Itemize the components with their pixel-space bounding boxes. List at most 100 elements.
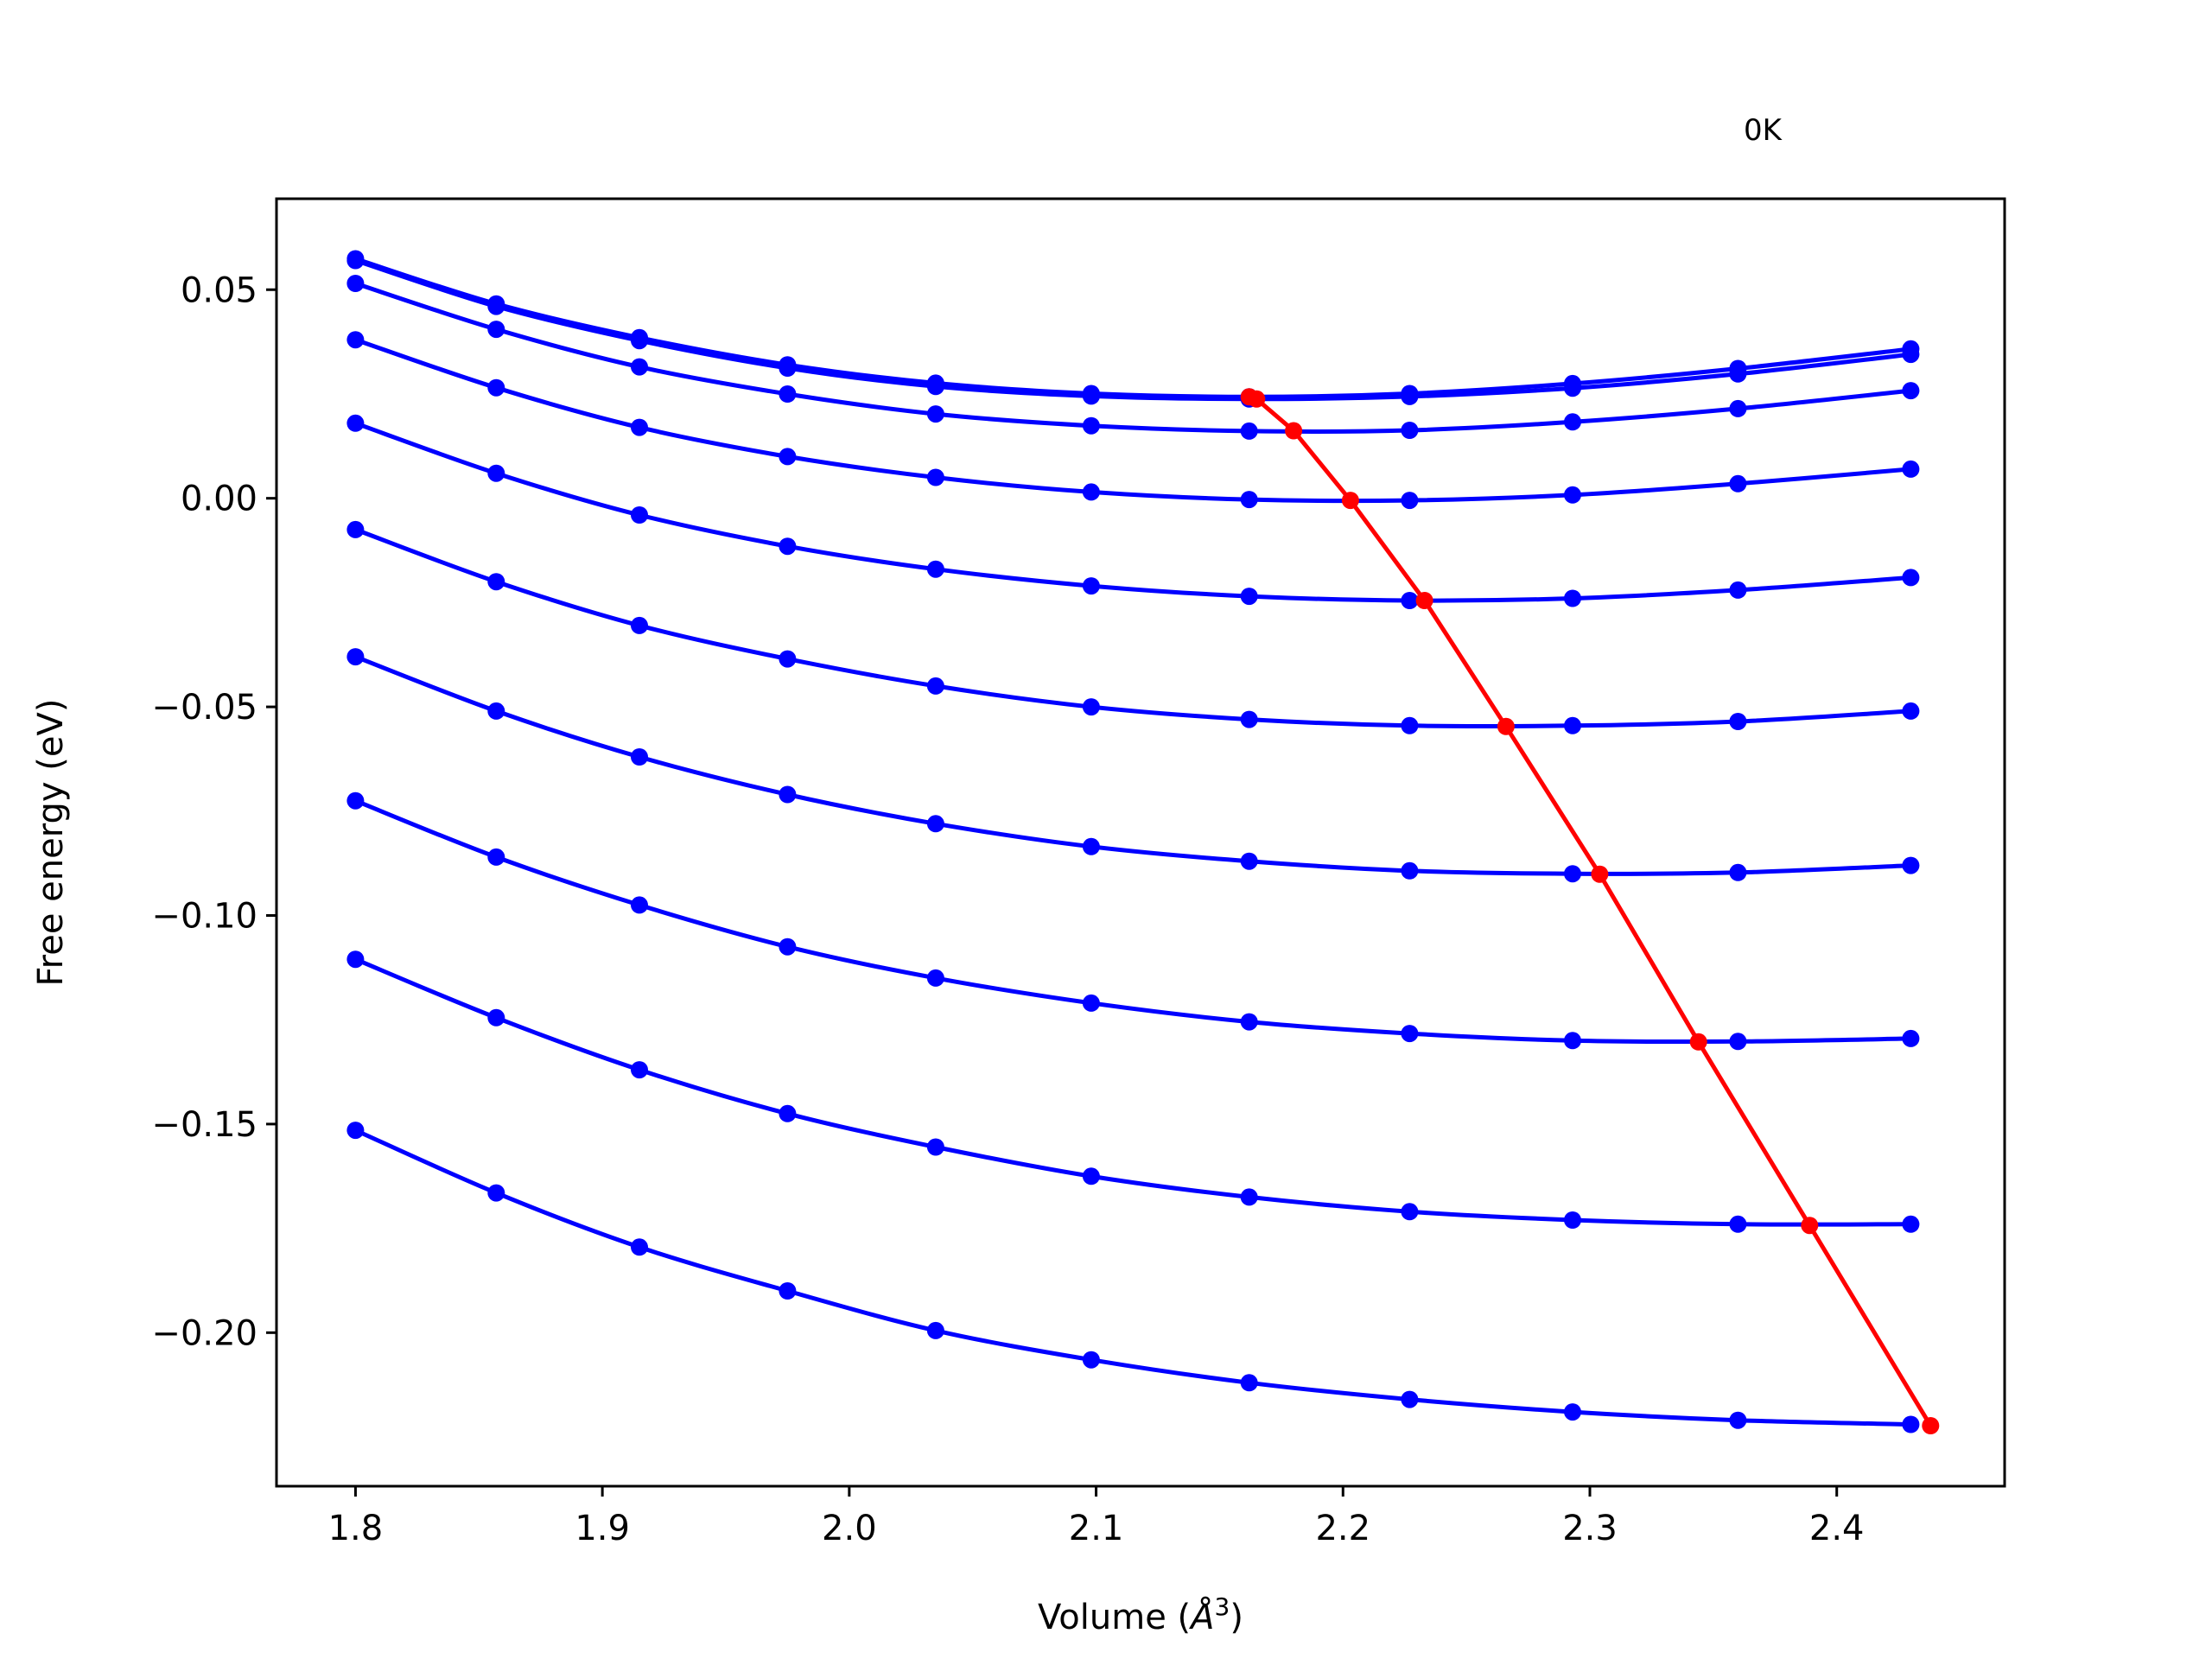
plot-frame: [275, 197, 2006, 1488]
data-point: [631, 332, 648, 350]
data-point: [1902, 1415, 1920, 1433]
data-point: [1401, 1203, 1419, 1221]
series-6: [346, 520, 1920, 734]
x-axis-ticks: 1.8 1.9 2.0 2.1 2.2 2.3 2.4: [328, 1486, 1865, 1548]
data-point: [926, 405, 944, 423]
data-point: [346, 414, 365, 432]
series-8: [346, 791, 1920, 1051]
x-tick-label: 2.4: [1809, 1509, 1865, 1548]
data-point: [1902, 569, 1920, 587]
data-point: [1401, 492, 1419, 510]
minimum-point: [1497, 717, 1515, 735]
data-point: [1401, 592, 1419, 609]
data-point: [1240, 588, 1258, 606]
data-point: [487, 464, 505, 482]
data-point: [1729, 1411, 1747, 1429]
data-point: [1564, 716, 1581, 734]
minimum-point: [1248, 390, 1266, 408]
data-point: [779, 1282, 797, 1300]
data-point: [1401, 716, 1419, 734]
data-point: [1240, 1188, 1258, 1206]
data-point: [926, 677, 944, 695]
data-point: [1729, 713, 1747, 730]
data-point: [1729, 581, 1747, 599]
minimum-point: [1689, 1033, 1707, 1051]
data-point: [1240, 1374, 1258, 1392]
data-point: [1082, 1167, 1100, 1185]
minimum-point: [1591, 865, 1609, 883]
temperature-annotation: 0K: [1744, 113, 1783, 148]
data-point: [487, 702, 505, 720]
data-point: [1564, 1211, 1581, 1229]
data-point: [1902, 702, 1920, 720]
data-point: [926, 969, 944, 987]
series-4: [346, 331, 1920, 510]
data-point: [1082, 577, 1100, 595]
data-point: [346, 275, 365, 292]
minima-layer: [1240, 388, 1940, 1434]
data-point: [487, 573, 505, 591]
data-point: [1564, 865, 1581, 883]
series-line: [354, 1128, 1911, 1427]
data-point: [1564, 379, 1581, 397]
data-point: [1082, 698, 1100, 716]
series-3: [346, 275, 1920, 440]
data-point: [1902, 460, 1920, 478]
data-point: [487, 1184, 505, 1202]
y-tick-label: −0.10: [151, 896, 257, 936]
data-point: [631, 1061, 648, 1079]
data-point: [779, 650, 797, 668]
minimum-point: [1801, 1217, 1819, 1235]
data-point: [346, 950, 365, 969]
x-tick-label: 2.1: [1069, 1509, 1124, 1548]
data-point: [631, 1238, 648, 1256]
data-point: [1240, 710, 1258, 728]
y-tick-label: 0.00: [181, 480, 257, 519]
minimum-point: [1341, 492, 1359, 510]
x-tick-label: 2.2: [1315, 1509, 1370, 1548]
x-tick-label: 1.9: [575, 1509, 630, 1548]
data-point: [1902, 1029, 1920, 1047]
y-axis-ticks: 0.05 0.00 −0.05 −0.10 −0.15 −0.20: [151, 270, 276, 1353]
data-point: [1401, 1390, 1419, 1408]
data-point: [1902, 346, 1920, 364]
minima-line: [1249, 394, 1933, 1427]
data-point: [1729, 399, 1747, 417]
series-line: [354, 654, 1911, 876]
x-axis-label: Volume (Å3): [1038, 1592, 1243, 1637]
data-point: [346, 251, 365, 270]
data-point: [926, 1321, 944, 1339]
series-2: [346, 251, 1920, 408]
data-point: [1902, 856, 1920, 874]
data-point: [1564, 1032, 1581, 1050]
data-point: [1240, 1013, 1258, 1031]
series-line: [354, 258, 1911, 402]
series-7: [346, 648, 1920, 883]
data-point: [631, 506, 648, 524]
minimum-point: [1922, 1417, 1940, 1434]
data-point: [779, 537, 797, 556]
data-point: [779, 938, 797, 956]
data-point: [926, 1138, 944, 1156]
x-tick-label: 2.3: [1562, 1509, 1618, 1548]
x-tick-label: 2.0: [822, 1509, 877, 1548]
series-line: [354, 337, 1911, 504]
x-tick-label: 1.8: [328, 1509, 384, 1548]
data-point: [1240, 422, 1258, 440]
data-point: [487, 321, 505, 339]
series-5: [346, 414, 1920, 609]
data-point: [926, 468, 944, 486]
data-point: [1564, 1403, 1581, 1421]
data-point: [1902, 382, 1920, 400]
data-point: [1729, 474, 1747, 493]
minimum-point: [1415, 592, 1433, 609]
data-point: [1729, 863, 1747, 881]
data-point: [346, 648, 365, 666]
data-point: [926, 378, 944, 396]
data-point: [1240, 852, 1258, 870]
data-point: [487, 378, 505, 397]
data-point: [631, 418, 648, 436]
data-point: [1564, 589, 1581, 607]
data-point: [631, 896, 648, 914]
